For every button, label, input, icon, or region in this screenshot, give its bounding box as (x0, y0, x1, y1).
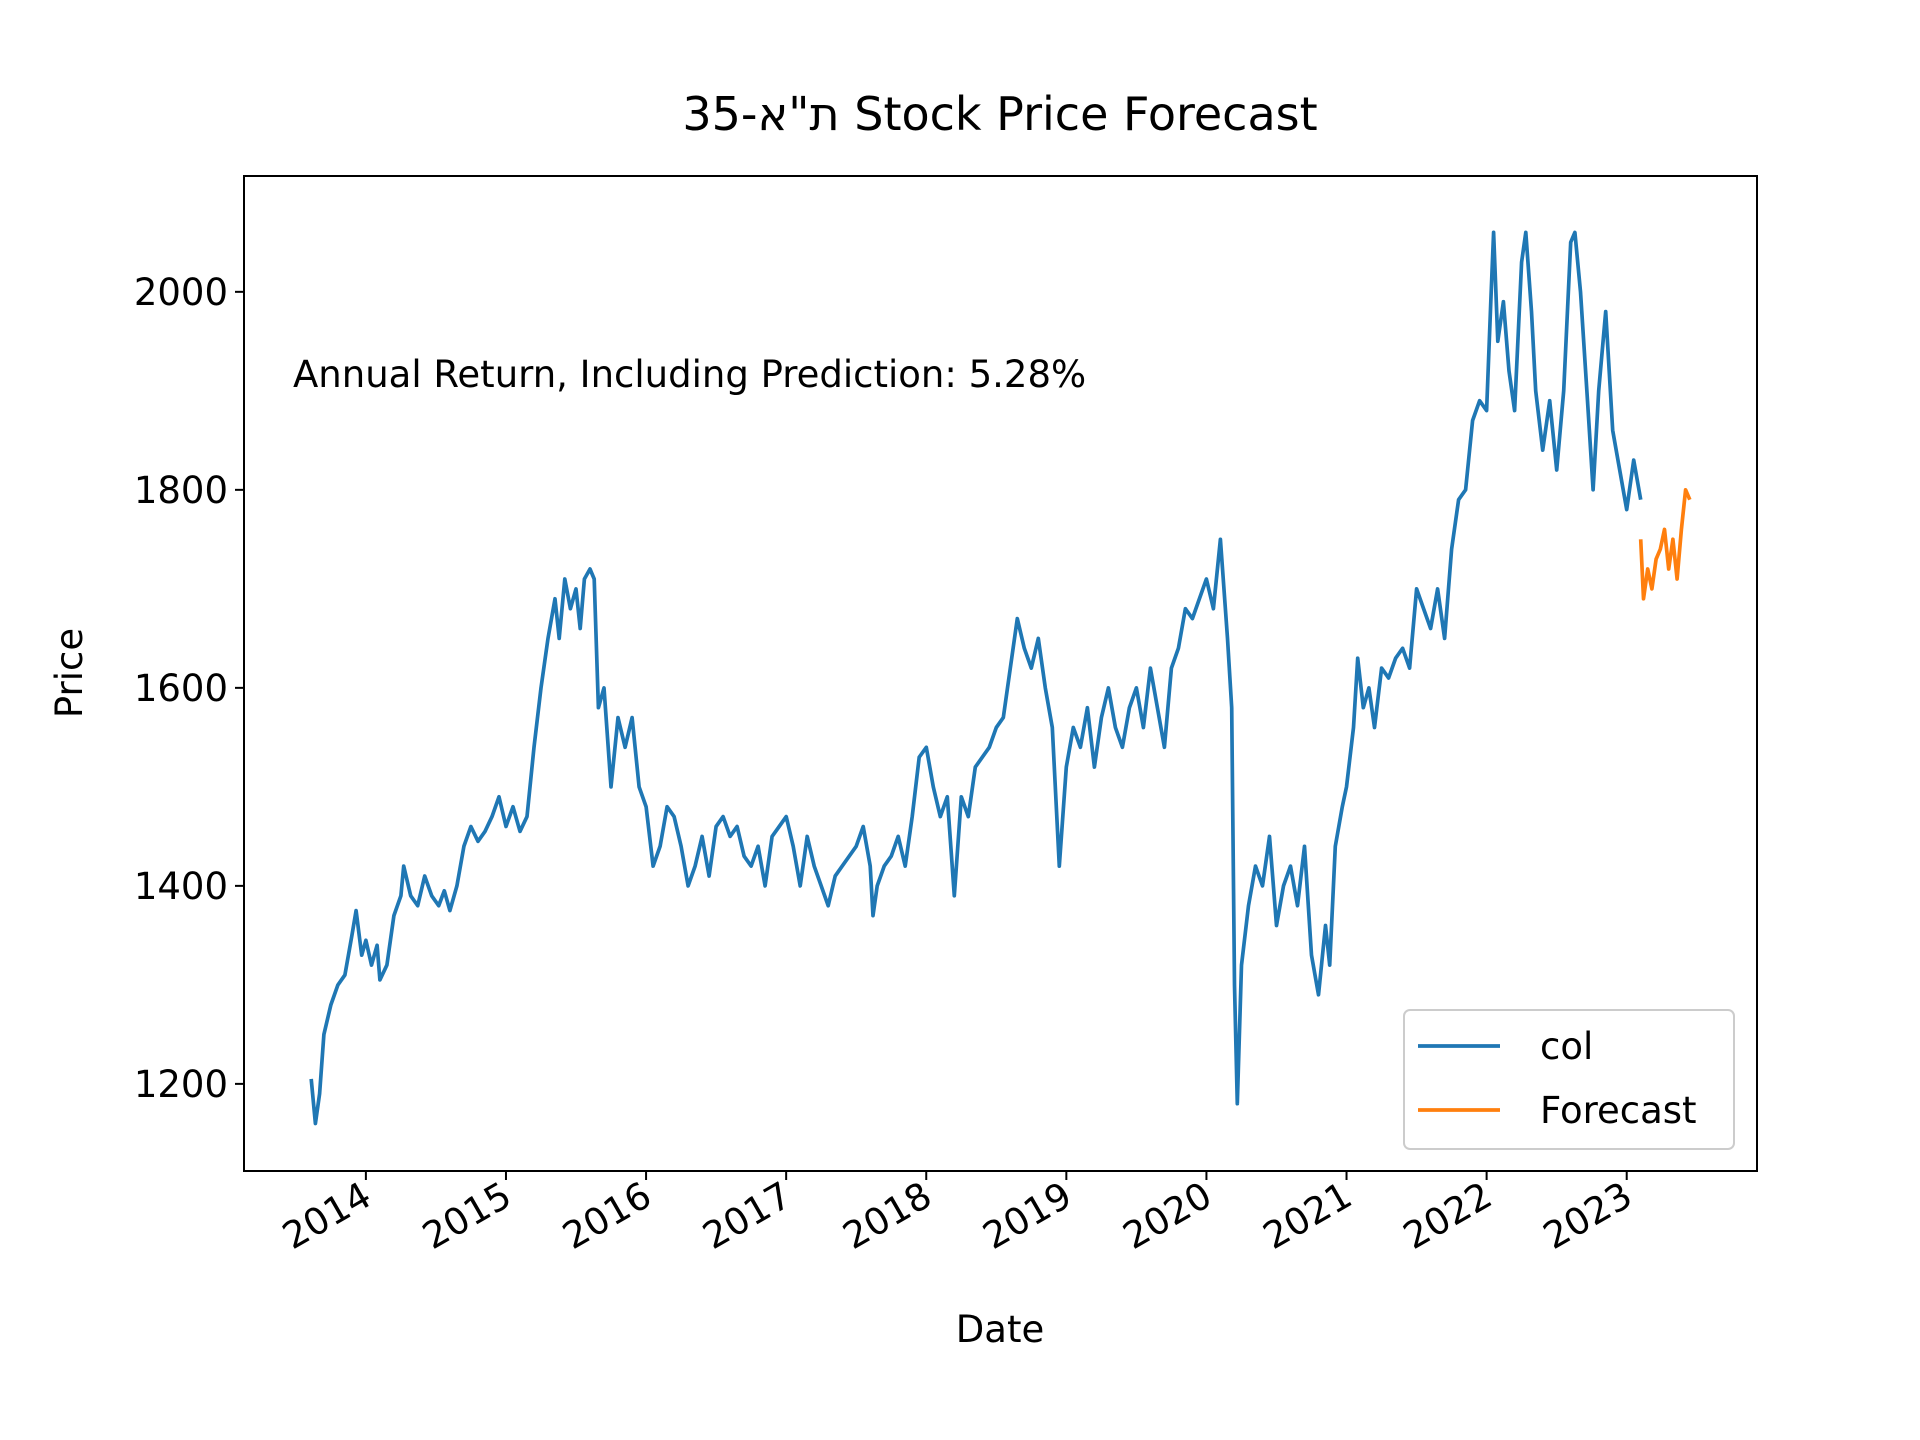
x-axis-label: Date (956, 1308, 1044, 1351)
chart-title: ת"א-35 Stock Price Forecast (682, 87, 1317, 141)
series-line (309, 230, 1643, 1126)
y-axis-label: Price (48, 628, 91, 718)
y-tick-label: 1600 (134, 667, 228, 710)
y-tick-label: 1200 (134, 1063, 228, 1106)
plot-frame (243, 175, 1758, 1172)
legend: col Forecast (1403, 1009, 1735, 1150)
series-line (1638, 487, 1692, 601)
annotation: Annual Return, Including Prediction: 5.2… (293, 353, 1086, 396)
y-tick-label: 1800 (134, 469, 228, 512)
y-tick-label: 1400 (134, 865, 228, 908)
y-tick-label: 2000 (134, 271, 228, 314)
legend-label: Forecast (1540, 1089, 1697, 1132)
legend-label: col (1540, 1025, 1593, 1068)
